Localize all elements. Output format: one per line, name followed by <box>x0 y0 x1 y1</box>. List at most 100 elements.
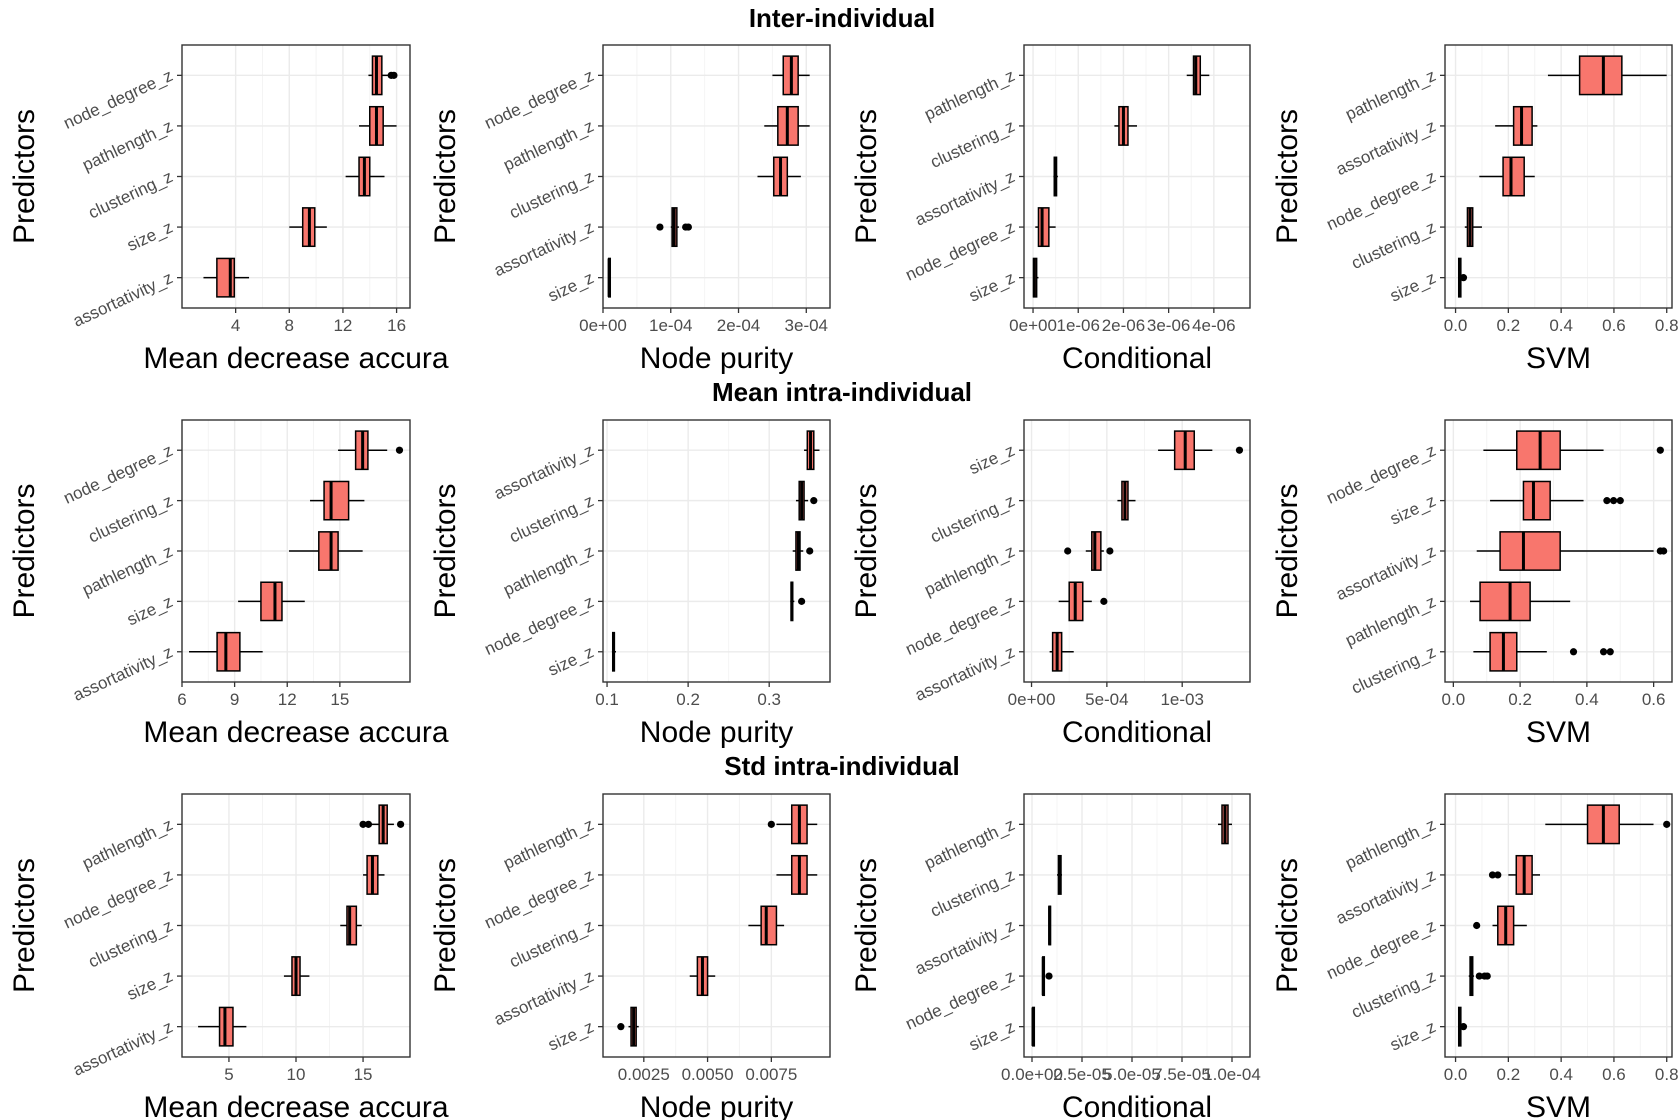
y-tick-label: size_z <box>124 592 176 630</box>
x-tick-label: 1e-04 <box>649 316 692 335</box>
box-assortativity_z <box>1049 631 1074 672</box>
panel-r1c2: 0e+00 5e-04 1e-03 size_z clustering_zpathlen… <box>850 419 1251 749</box>
outlier-point <box>364 820 373 828</box>
box-iqr <box>1522 480 1551 521</box>
x-tick-label: 0.4 <box>1549 1065 1573 1084</box>
box-assortativity_z <box>203 257 250 298</box>
box-layer <box>1032 55 1210 298</box>
box-assortativity_z <box>189 631 263 672</box>
x-tick-label: 15 <box>330 690 349 709</box>
y-tick-label: clustering_z <box>1348 966 1438 1022</box>
box-layer <box>611 430 820 672</box>
box-size_z <box>607 257 612 298</box>
box-pathlength_z <box>1064 531 1114 571</box>
x-tick-label: 0.0 <box>1444 316 1468 335</box>
outlier-point <box>656 223 664 231</box>
x-tick-label: 8 <box>285 316 294 335</box>
box-pathlength_z <box>1186 55 1210 96</box>
y-tick-label: pathlength_z <box>79 116 175 174</box>
y-tick-label: clustering_z <box>927 491 1017 547</box>
x-tick-label: 0.4 <box>1549 316 1573 335</box>
box-pathlength_z <box>1470 581 1571 622</box>
box-clustering_z <box>310 480 365 521</box>
box-node_degree_z <box>368 55 398 96</box>
outlier-point <box>617 1023 625 1031</box>
box-size_z <box>1457 1006 1468 1047</box>
box-layer <box>1470 430 1668 672</box>
x-tick-label: 0.3 <box>757 690 781 709</box>
x-tick-label: 2.5e-05 <box>1053 1065 1111 1084</box>
box-clustering_z <box>1114 105 1137 146</box>
box-pathlength_z <box>1545 804 1671 845</box>
x-tick-label: 0.0050 <box>682 1065 734 1084</box>
outlier-point <box>1459 274 1468 282</box>
box-iqr <box>1479 581 1531 622</box>
x-tick-label: 0.0075 <box>745 1065 797 1084</box>
box-node_degree_z <box>338 430 404 471</box>
y-tick-label: pathlength_z <box>500 116 596 174</box>
y-axis-title: Predictors <box>8 483 41 618</box>
box-size_z <box>1031 1006 1036 1047</box>
box-assortativity_z <box>804 430 820 471</box>
x-axis-title: Mean decrease accura <box>143 716 448 749</box>
x-tick-label: 0.2 <box>1497 316 1521 335</box>
y-tick-label: assortativity_z <box>70 642 176 705</box>
x-axis-title: Conditional <box>1062 1091 1212 1120</box>
outlier-point <box>1603 497 1611 505</box>
box-iqr <box>1499 531 1561 571</box>
outlier-point <box>1599 648 1608 656</box>
box-layer <box>1031 804 1232 1047</box>
x-tick-label: 0.0 <box>1442 690 1466 709</box>
outlier-point <box>1663 820 1671 828</box>
y-axis-title: Predictors <box>8 858 41 993</box>
box-layer <box>189 430 404 672</box>
box-clustering_z <box>795 480 818 521</box>
box-assortativity_z <box>1476 531 1668 571</box>
outlier-point <box>767 820 775 828</box>
box-layer <box>203 55 398 298</box>
x-tick-label: 0.2 <box>1497 1065 1521 1084</box>
x-tick-label: 0.2 <box>676 690 700 709</box>
y-tick-label: size_z <box>1387 491 1439 529</box>
box-clustering_z <box>1057 854 1062 895</box>
y-tick-label: size_z <box>966 1017 1018 1055</box>
box-assortativity_z <box>1488 854 1541 895</box>
x-tick-label: 0.0025 <box>618 1065 670 1084</box>
x-tick-label: 0.1 <box>595 690 619 709</box>
row-title-inter: Inter-individual <box>749 3 935 33</box>
x-tick-label: 10 <box>287 1065 306 1084</box>
y-tick-label: clustering_z <box>1348 642 1438 698</box>
y-axis-title: Predictors <box>1271 483 1304 618</box>
box-size_z <box>1158 430 1244 471</box>
box-pathlength_z <box>764 105 810 146</box>
panel-r1c3: 0.0 0.2 0.4 0.6node_degree_zsize_zassortati… <box>1271 419 1673 749</box>
box-clustering_z <box>345 156 385 197</box>
panels: 4 8 12 16node_degree_zpathlength_zclusterin… <box>8 44 1679 1120</box>
panel-r0c3: 0.0 0.2 0.4 0.6 0.8pathlength_zassortativity… <box>1271 44 1679 375</box>
y-tick-label: assortativity_z <box>70 1017 176 1080</box>
y-tick-label: pathlength_z <box>500 541 596 599</box>
box-pathlength_z <box>1547 55 1667 96</box>
box-iqr <box>318 531 339 571</box>
y-tick-label: size_z <box>124 966 176 1004</box>
x-tick-label: 6 <box>177 690 186 709</box>
x-tick-label: 0.8 <box>1655 1065 1679 1084</box>
x-tick-label: 2e-06 <box>1102 316 1145 335</box>
panel-r2c3: 0.0 0.2 0.4 0.6 0.8pathlength_zassortativity… <box>1271 793 1679 1120</box>
box-iqr <box>1516 430 1561 471</box>
x-tick-label: 12 <box>333 316 352 335</box>
x-tick-label: 5 <box>224 1065 233 1084</box>
box-assortativity_z <box>656 207 692 248</box>
x-axis-title: SVM <box>1526 342 1591 375</box>
box-assortativity_z <box>689 956 716 997</box>
outlier-point <box>798 597 806 605</box>
box-clustering_z <box>1464 207 1482 248</box>
box-layer <box>198 804 405 1047</box>
y-tick-label: size_z <box>545 642 597 680</box>
box-pathlength_z <box>1218 804 1232 845</box>
y-tick-label: clustering_z <box>927 116 1017 172</box>
x-tick-label: 0.6 <box>1602 316 1626 335</box>
y-tick-label: size_z <box>545 1017 597 1055</box>
box-layer <box>1457 804 1671 1047</box>
box-clustering_z <box>1117 480 1136 521</box>
